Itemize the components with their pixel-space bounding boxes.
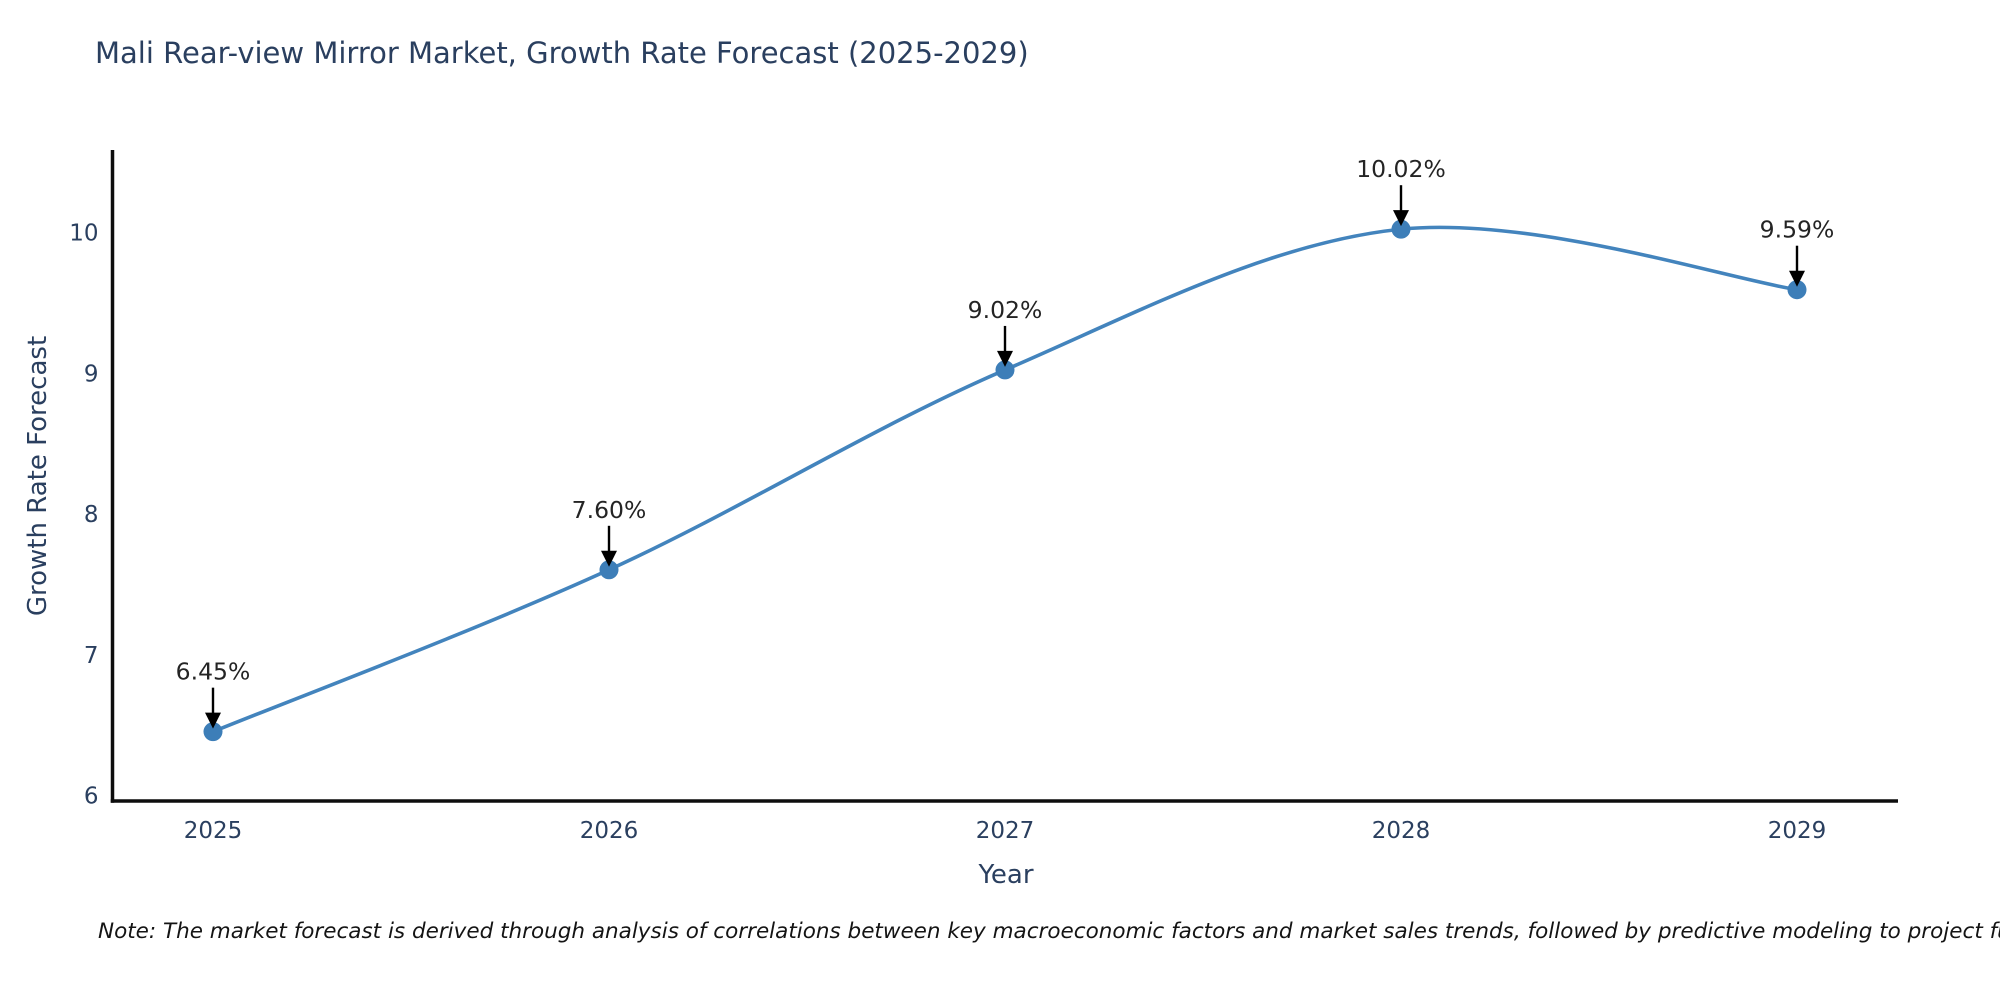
annotation-arrowhead-icon (1393, 210, 1409, 227)
data-point-label: 10.02% (1356, 155, 1446, 183)
x-tick-label: 2027 (976, 818, 1035, 844)
data-point-label: 6.45% (176, 658, 251, 686)
data-point-label: 7.60% (572, 496, 647, 524)
y-tick-label: 7 (84, 643, 99, 669)
y-tick-label: 6 (84, 784, 99, 810)
x-tick-label: 2028 (1372, 818, 1431, 844)
chart-title: Mali Rear-view Mirror Market, Growth Rat… (95, 36, 1029, 70)
data-point-label: 9.02% (968, 296, 1043, 324)
annotation-arrowhead-icon (205, 712, 221, 729)
data-point-marker[interactable] (599, 560, 619, 580)
data-point-marker[interactable] (1391, 219, 1411, 239)
x-tick-label: 2025 (184, 818, 243, 844)
x-tick-label: 2026 (580, 818, 639, 844)
y-tick-label: 10 (69, 221, 98, 247)
annotation-arrowhead-icon (997, 350, 1013, 367)
x-axis-title: Year (978, 860, 1034, 890)
data-point-marker[interactable] (203, 722, 223, 742)
y-tick-label: 9 (84, 361, 99, 387)
chart-footnote: Note: The market forecast is derived thr… (98, 919, 2000, 944)
x-tick-label: 2029 (1768, 818, 1827, 844)
y-tick-label: 8 (84, 502, 99, 528)
data-point-marker[interactable] (995, 360, 1015, 380)
annotation-arrowhead-icon (601, 550, 617, 567)
data-point-label: 9.59% (1760, 216, 1835, 244)
annotation-arrowhead-icon (1789, 270, 1805, 287)
y-axis-title: Growth Rate Forecast (23, 335, 53, 617)
data-point-marker[interactable] (1787, 280, 1807, 300)
